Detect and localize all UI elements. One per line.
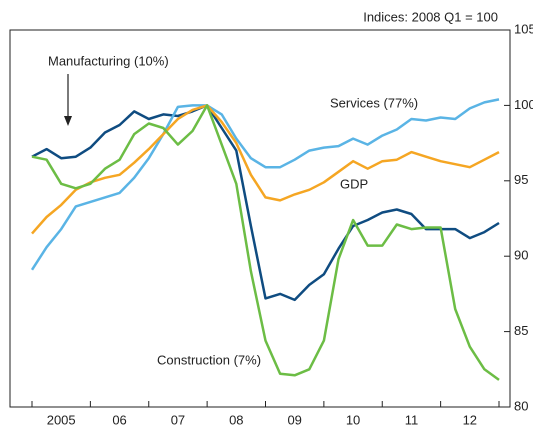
- series-label: Manufacturing (10%): [48, 53, 169, 68]
- series-line: [31, 104, 500, 302]
- x-tick-label: 11: [405, 412, 419, 427]
- arrow-head: [64, 116, 72, 126]
- series-label: GDP: [340, 176, 368, 191]
- series-line: [31, 104, 500, 381]
- annotation: Indices: 2008 Q1 = 100: [363, 9, 498, 24]
- x-tick-label: 09: [287, 412, 301, 427]
- y-tick-label: 90: [514, 248, 528, 263]
- y-tick-label: 105: [514, 21, 533, 36]
- y-tick-label: 95: [514, 172, 528, 187]
- y-tick-label: 80: [514, 398, 528, 413]
- x-tick-label: 2005: [47, 412, 76, 427]
- series-label: Construction (7%): [157, 352, 261, 367]
- y-tick-label: 85: [514, 323, 528, 338]
- plot-frame: [9, 29, 511, 408]
- series-line: [30, 98, 500, 271]
- x-tick-label: 08: [229, 412, 243, 427]
- x-tick-label: 06: [112, 412, 126, 427]
- series-label: Services (77%): [330, 95, 418, 110]
- series-line: [31, 104, 500, 235]
- y-tick-label: 100: [514, 97, 533, 112]
- x-tick-label: 12: [463, 412, 477, 427]
- x-tick-label: 10: [346, 412, 360, 427]
- x-tick-label: 07: [171, 412, 185, 427]
